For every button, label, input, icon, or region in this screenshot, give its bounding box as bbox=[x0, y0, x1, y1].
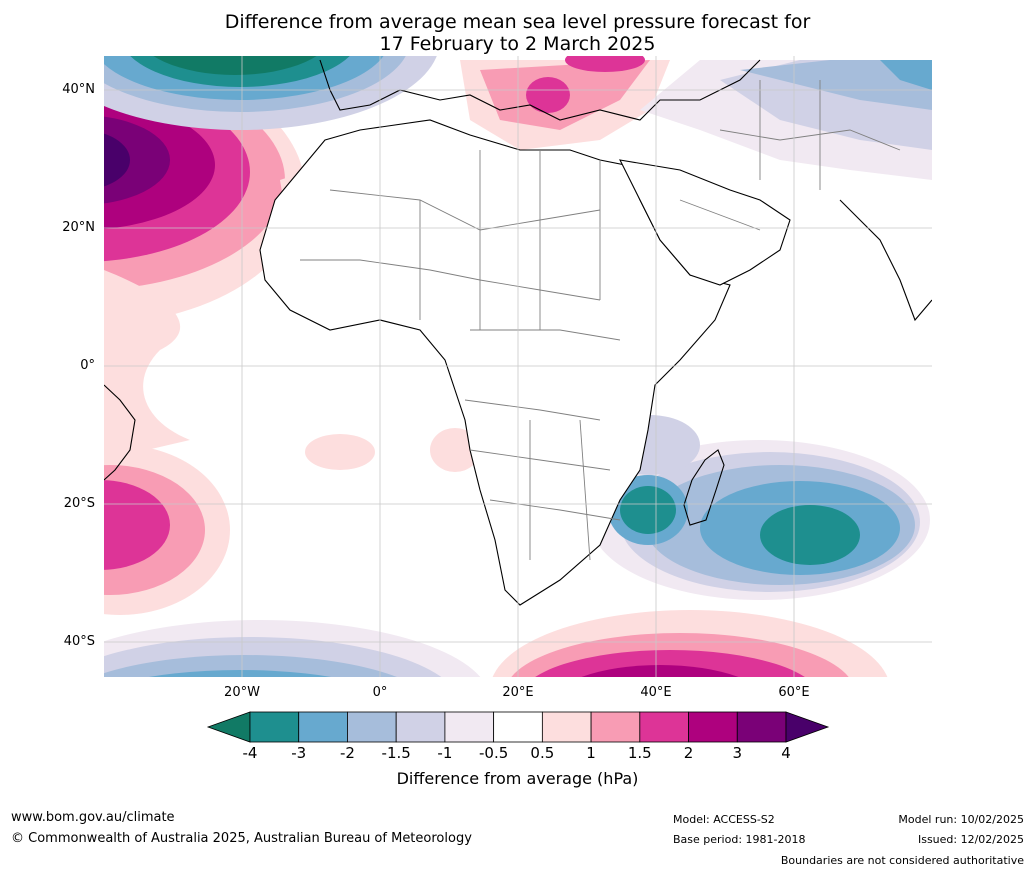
colorbar-tick-label: 2 bbox=[683, 744, 694, 762]
lon-label-40e: 40°E bbox=[640, 685, 672, 700]
map-title-line-1: Difference from average mean sea level p… bbox=[224, 11, 811, 33]
graticule bbox=[104, 56, 932, 677]
colorbar-tick-label: -3 bbox=[291, 744, 307, 762]
footer-url[interactable]: www.bom.gov.au/climate bbox=[11, 810, 175, 825]
anomaly-southern-high bbox=[492, 610, 888, 677]
lat-label-0: 0° bbox=[80, 358, 95, 373]
colorbar-tick-label: 0.5 bbox=[530, 744, 555, 762]
lat-label-20s: 20°S bbox=[63, 496, 95, 511]
footer-model: Model: ACCESS-S2 bbox=[673, 813, 775, 826]
colorbar-tick-label: -2 bbox=[339, 744, 355, 762]
map-plot-area bbox=[104, 56, 932, 677]
anomaly-northwest-low bbox=[104, 56, 437, 130]
footer-model-run: Model run: 10/02/2025 bbox=[898, 813, 1024, 826]
anomaly-mediterranean-high bbox=[460, 56, 670, 150]
colorbar-tick-label: -4 bbox=[242, 744, 258, 762]
lon-label-60e: 60°E bbox=[778, 685, 810, 700]
map-title-line-2: 17 February to 2 March 2025 bbox=[379, 33, 656, 55]
lat-label-40n: 40°N bbox=[62, 82, 95, 97]
lat-label-20n: 20°N bbox=[62, 220, 95, 235]
country-borders bbox=[300, 80, 901, 561]
india-coast bbox=[839, 199, 932, 322]
colorbar-tick-label: -1.5 bbox=[381, 744, 411, 762]
lon-label-20e: 20°E bbox=[502, 685, 534, 700]
footer-copyright: © Commonwealth of Australia 2025, Austra… bbox=[11, 831, 472, 846]
south-america-coast bbox=[104, 384, 136, 481]
colorbar-tick-label: 3 bbox=[732, 744, 743, 762]
anomaly-atlantic-pink-tongue bbox=[104, 270, 190, 460]
europe-coast bbox=[319, 59, 761, 121]
footer-disclaimer: Boundaries are not considered authoritat… bbox=[780, 854, 1024, 867]
anomaly-north-atlantic-high bbox=[104, 56, 305, 325]
anomaly-asia-negative-3 bbox=[740, 60, 932, 110]
footer-issued: Issued: 12/02/2025 bbox=[917, 833, 1024, 846]
lon-label-20w: 20°W bbox=[224, 685, 260, 700]
anomaly-small-pink-1 bbox=[305, 434, 375, 470]
anomaly-asia-negative-4 bbox=[880, 60, 932, 90]
anomaly-south-atlantic-high bbox=[104, 445, 230, 615]
anomaly-small-pink-2 bbox=[430, 428, 480, 472]
colorbar-tick-label: 1 bbox=[586, 744, 596, 762]
colorbar-label: Difference from average (hPa) bbox=[396, 769, 639, 788]
colorbar-tick-label: -1 bbox=[437, 744, 453, 762]
colorbar-tick-label: 1.5 bbox=[627, 744, 652, 762]
anomaly-indian-ocean-low bbox=[590, 415, 930, 600]
lat-label-40s: 40°S bbox=[63, 634, 95, 649]
colorbar-tick-label: -0.5 bbox=[478, 744, 509, 762]
footer-base-period: Base period: 1981-2018 bbox=[673, 833, 806, 846]
arabia-landmass bbox=[619, 159, 791, 286]
colorbar-tick-label: 4 bbox=[781, 744, 791, 762]
lon-label-0: 0° bbox=[372, 685, 388, 700]
anomaly-southwest-low bbox=[104, 620, 481, 677]
madagascar-landmass bbox=[683, 449, 725, 526]
